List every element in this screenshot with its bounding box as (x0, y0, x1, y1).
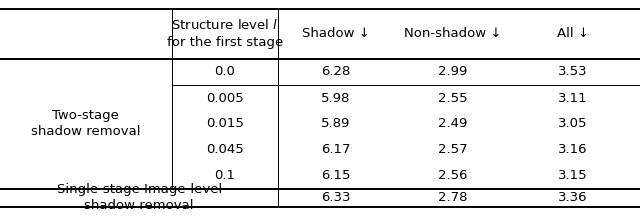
Text: Non-shadow ↓: Non-shadow ↓ (404, 27, 501, 40)
Text: 2.57: 2.57 (438, 143, 467, 156)
Text: 3.36: 3.36 (558, 191, 588, 204)
Text: 0.1: 0.1 (214, 169, 235, 182)
Text: 2.56: 2.56 (438, 169, 467, 182)
Text: Two-stage
shadow removal: Two-stage shadow removal (31, 109, 141, 138)
Text: 5.98: 5.98 (321, 91, 351, 105)
Text: 3.05: 3.05 (558, 117, 588, 130)
Text: 6.33: 6.33 (321, 191, 351, 204)
Text: 6.15: 6.15 (321, 169, 351, 182)
Text: Structure level $l$
for the first stage: Structure level $l$ for the first stage (166, 18, 283, 49)
Text: 3.16: 3.16 (558, 143, 588, 156)
Text: 3.53: 3.53 (558, 65, 588, 78)
Text: 0.005: 0.005 (206, 91, 243, 105)
Text: Shadow ↓: Shadow ↓ (302, 27, 370, 40)
Text: 0.0: 0.0 (214, 65, 235, 78)
Text: 5.89: 5.89 (321, 117, 351, 130)
Text: 2.55: 2.55 (438, 91, 467, 105)
Text: 3.11: 3.11 (558, 91, 588, 105)
Text: 0.015: 0.015 (205, 117, 244, 130)
Text: 2.49: 2.49 (438, 117, 467, 130)
Text: Single-stage Image-level
shadow removal: Single-stage Image-level shadow removal (56, 183, 222, 212)
Text: 6.17: 6.17 (321, 143, 351, 156)
Text: All ↓: All ↓ (557, 27, 589, 40)
Text: 2.99: 2.99 (438, 65, 467, 78)
Text: 2.78: 2.78 (438, 191, 467, 204)
Text: 0.045: 0.045 (206, 143, 243, 156)
Text: 3.15: 3.15 (558, 169, 588, 182)
Text: 6.28: 6.28 (321, 65, 351, 78)
